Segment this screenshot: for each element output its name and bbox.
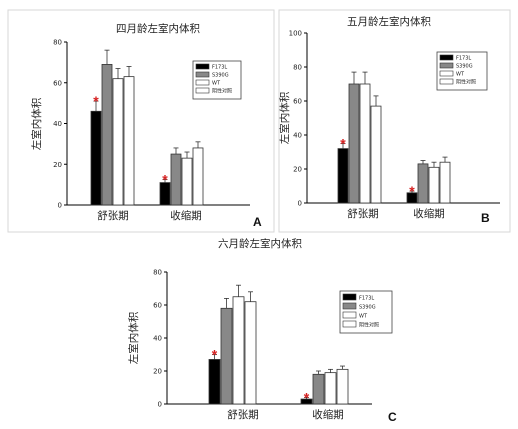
y-tick-label: 40	[53, 120, 62, 128]
significance-star: *	[304, 389, 310, 405]
bar-f173l	[90, 110, 102, 206]
legend-swatch	[342, 293, 357, 301]
bar-s390g	[170, 153, 182, 206]
legend: F173L S390G WT 阴性对照	[339, 290, 393, 334]
bar-wt	[112, 78, 124, 206]
x-category-label: 舒张期	[347, 207, 379, 220]
y-tick-label: 0	[298, 200, 302, 208]
legend-swatch	[195, 87, 210, 94]
y-tick-label: 60	[53, 79, 62, 87]
bar-s390g	[312, 373, 325, 405]
legend-swatch	[195, 63, 210, 70]
significance-star: *	[212, 347, 218, 363]
legend-swatch	[439, 62, 454, 69]
y-tick-label: 40	[153, 335, 162, 343]
chart-title: 五月龄左室内体积	[347, 15, 431, 28]
legend-label: 阴性对照	[456, 79, 476, 86]
significance-star: *	[409, 183, 415, 199]
x-category-label: 收缩期	[170, 209, 202, 222]
bar-阴性对照	[439, 161, 451, 204]
bar-f173l	[337, 148, 349, 204]
legend-swatch	[342, 311, 357, 319]
bar-wt	[232, 296, 245, 405]
panel-letter: C	[388, 410, 397, 424]
bar-阴性对照	[123, 76, 135, 206]
legend-swatch	[439, 70, 454, 77]
panel-letter: B	[481, 211, 490, 225]
legend-swatch	[439, 54, 454, 61]
y-tick-label: 0	[158, 401, 162, 409]
legend-label: F173L	[212, 65, 227, 71]
bar-s390g	[220, 307, 233, 405]
bar-wt	[181, 157, 193, 206]
significance-star: *	[93, 93, 99, 109]
legend-label: S390G	[359, 305, 376, 311]
significance-star: *	[340, 136, 346, 152]
legend-label: F173L	[456, 56, 471, 62]
y-tick-label: 80	[153, 269, 162, 277]
legend-swatch	[342, 302, 357, 310]
legend-swatch	[439, 78, 454, 85]
significance-star: *	[162, 172, 168, 188]
bar-s390g	[101, 64, 113, 206]
legend-swatch	[342, 320, 357, 328]
bar-f173l	[208, 359, 221, 405]
y-tick-label: 60	[153, 302, 162, 310]
y-tick-label: 40	[293, 132, 302, 140]
x-category-label: 收缩期	[312, 408, 344, 421]
y-axis-label: 左室内体积	[30, 97, 43, 150]
legend-label: F173L	[359, 296, 374, 302]
bar-wt	[359, 83, 371, 204]
x-category-label: 舒张期	[97, 209, 129, 222]
bar-wt	[428, 166, 440, 204]
y-tick-label: 20	[153, 368, 162, 376]
y-axis-label: 左室内体积	[278, 91, 291, 144]
legend-label: WT	[359, 314, 368, 320]
legend-label: 阴性对照	[359, 322, 379, 329]
y-tick-label: 80	[53, 39, 62, 47]
chart-title: 四月龄左室内体积	[116, 22, 200, 35]
legend-label: WT	[456, 72, 465, 78]
legend-swatch	[195, 71, 210, 78]
legend-swatch	[195, 79, 210, 86]
y-tick-label: 80	[293, 64, 302, 72]
x-category-label: 舒张期	[227, 408, 259, 421]
y-tick-label: 60	[293, 98, 302, 106]
y-axis-label: 左室内体积	[127, 311, 140, 364]
legend-label: S390G	[212, 73, 229, 79]
y-tick-label: 100	[289, 30, 302, 38]
legend-label: WT	[212, 81, 221, 87]
panel-b-frame	[278, 9, 511, 233]
bar-s390g	[348, 83, 360, 204]
panel-letter: A	[253, 215, 262, 229]
x-category-label: 收缩期	[413, 207, 445, 220]
bar-阴性对照	[244, 301, 257, 405]
bar-wt	[324, 372, 337, 405]
y-tick-label: 20	[293, 166, 302, 174]
panel-a-frame	[7, 9, 275, 233]
chart-title: 六月龄左室内体积	[218, 237, 302, 250]
bar-阴性对照	[192, 147, 204, 206]
bar-阴性对照	[336, 368, 349, 405]
y-tick-label: 20	[53, 161, 62, 169]
bar-阴性对照	[370, 105, 382, 204]
y-tick-label: 0	[58, 202, 62, 210]
legend-label: 阴性对照	[212, 88, 232, 95]
bar-s390g	[417, 163, 429, 204]
legend-label: S390G	[456, 64, 473, 70]
